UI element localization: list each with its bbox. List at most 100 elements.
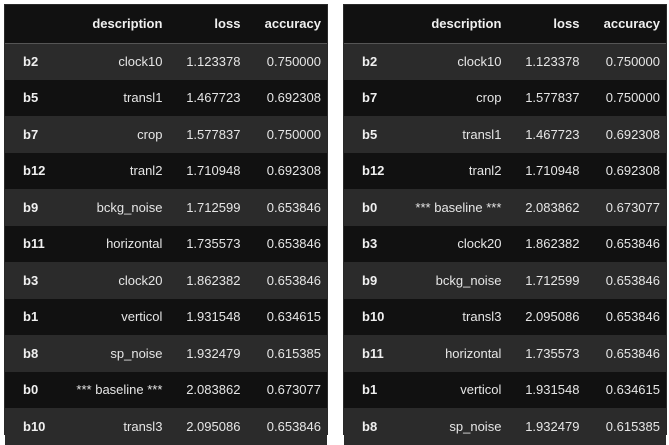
description-cell: transl1 <box>462 126 502 142</box>
row-index: b1 <box>23 309 39 325</box>
description-cell: verticol <box>121 309 163 325</box>
table-row: b0 *** baseline *** 2.083862 0.673077 <box>344 189 666 226</box>
loss-cell: 1.735573 <box>186 236 241 252</box>
description-cell: horizontal <box>445 345 502 361</box>
description-cell: tranl2 <box>468 163 502 179</box>
description-cell: bckg_noise <box>435 272 502 288</box>
loss-cell: 1.931548 <box>525 382 580 398</box>
loss-cell: 1.931548 <box>186 309 241 325</box>
accuracy-cell: 0.692308 <box>266 90 321 106</box>
description-cell: transl3 <box>123 418 163 434</box>
row-index: b10 <box>362 309 385 325</box>
row-index: b9 <box>23 199 39 215</box>
header-row: description loss accuracy <box>344 5 666 44</box>
accuracy-cell: 0.653846 <box>605 309 660 325</box>
description-cell: horizontal <box>106 236 163 252</box>
loss-cell: 1.710948 <box>186 163 241 179</box>
table-row: b11 horizontal 1.735573 0.653846 <box>344 335 666 372</box>
accuracy-cell: 0.692308 <box>605 126 660 142</box>
table-row: b3 clock20 1.862382 0.653846 <box>5 262 327 299</box>
table-row: b1 verticol 1.931548 0.634615 <box>344 371 666 408</box>
description-cell: clock10 <box>118 54 163 69</box>
table-row: b2 clock10 1.123378 0.750000 <box>344 43 666 80</box>
table-row: b3 clock20 1.862382 0.653846 <box>344 225 666 262</box>
row-index: b0 <box>23 382 39 398</box>
accuracy-cell: 0.653846 <box>605 272 660 288</box>
loss-cell: 1.862382 <box>525 236 580 252</box>
header-row: description loss accuracy <box>5 5 327 44</box>
table-row: b10 transl3 2.095086 0.653846 <box>5 408 327 445</box>
accuracy-cell: 0.634615 <box>266 309 321 325</box>
table-row: b9 bckg_noise 1.712599 0.653846 <box>344 262 666 299</box>
loss-cell: 1.862382 <box>186 272 241 288</box>
row-index: b3 <box>362 236 378 252</box>
table-row: b2 clock10 1.123378 0.750000 <box>5 43 327 80</box>
row-index: b1 <box>362 382 378 398</box>
loss-header: loss <box>507 5 586 44</box>
loss-cell: 1.735573 <box>525 345 580 361</box>
accuracy-cell: 0.653846 <box>266 418 321 434</box>
loss-header: loss <box>168 5 247 44</box>
loss-cell: 1.577837 <box>186 126 241 142</box>
row-index: b8 <box>23 345 39 361</box>
loss-cell: 2.095086 <box>525 309 580 325</box>
accuracy-cell: 0.750000 <box>605 54 660 69</box>
row-index: b9 <box>362 272 378 288</box>
accuracy-cell: 0.615385 <box>266 345 321 361</box>
description-header: description <box>392 5 508 44</box>
table-row: b1 verticol 1.931548 0.634615 <box>5 298 327 335</box>
row-index: b5 <box>23 90 39 106</box>
description-cell: clock20 <box>118 272 163 288</box>
dataframe-left: description loss accuracy b2 clock10 1.123… <box>4 4 328 445</box>
accuracy-cell: 0.653846 <box>266 199 321 215</box>
row-index: b2 <box>23 54 39 69</box>
accuracy-cell: 0.634615 <box>605 382 660 398</box>
description-header: description <box>53 5 169 44</box>
row-index: b3 <box>23 272 39 288</box>
accuracy-cell: 0.750000 <box>266 126 321 142</box>
accuracy-cell: 0.653846 <box>266 236 321 252</box>
row-index: b11 <box>23 236 45 252</box>
loss-cell: 1.467723 <box>186 90 241 106</box>
description-cell: verticol <box>460 382 502 398</box>
description-cell: tranl2 <box>129 163 163 179</box>
accuracy-cell: 0.653846 <box>605 345 660 361</box>
loss-cell: 1.467723 <box>525 126 580 142</box>
description-cell: clock20 <box>457 236 502 252</box>
accuracy-cell: 0.750000 <box>266 54 321 69</box>
row-index: b7 <box>362 90 378 106</box>
index-header <box>5 5 53 44</box>
row-index: b11 <box>362 345 384 361</box>
description-cell: bckg_noise <box>96 199 163 215</box>
table-row: b5 transl1 1.467723 0.692308 <box>344 116 666 153</box>
description-cell: *** baseline *** <box>415 199 502 215</box>
results-table: description loss accuracy b2 clock10 1.123… <box>344 5 666 445</box>
row-index: b0 <box>362 199 378 215</box>
description-cell: crop <box>476 90 502 106</box>
table-row: b9 bckg_noise 1.712599 0.653846 <box>5 189 327 226</box>
loss-cell: 1.577837 <box>525 90 580 106</box>
table-row: b12 tranl2 1.710948 0.692308 <box>344 152 666 189</box>
row-index: b12 <box>23 163 46 179</box>
loss-cell: 2.083862 <box>525 199 580 215</box>
accuracy-cell: 0.750000 <box>605 90 660 106</box>
loss-cell: 1.932479 <box>525 418 580 434</box>
table-row: b5 transl1 1.467723 0.692308 <box>5 79 327 116</box>
loss-cell: 1.710948 <box>525 163 580 179</box>
row-index: b10 <box>23 418 46 434</box>
accuracy-cell: 0.653846 <box>605 236 660 252</box>
loss-cell: 1.932479 <box>186 345 241 361</box>
description-cell: crop <box>137 126 163 142</box>
description-cell: transl1 <box>123 90 163 106</box>
accuracy-cell: 0.653846 <box>266 272 321 288</box>
results-table: description loss accuracy b2 clock10 1.123… <box>5 5 327 445</box>
loss-cell: 1.123378 <box>525 54 580 69</box>
description-cell: *** baseline *** <box>76 382 163 398</box>
row-index: b8 <box>362 418 378 434</box>
table-row: b7 crop 1.577837 0.750000 <box>344 79 666 116</box>
loss-cell: 1.712599 <box>525 272 580 288</box>
loss-cell: 1.712599 <box>186 199 241 215</box>
loss-cell: 2.095086 <box>186 418 241 434</box>
accuracy-cell: 0.615385 <box>605 418 660 434</box>
dataframe-right: description loss accuracy b2 clock10 1.123… <box>343 4 667 445</box>
